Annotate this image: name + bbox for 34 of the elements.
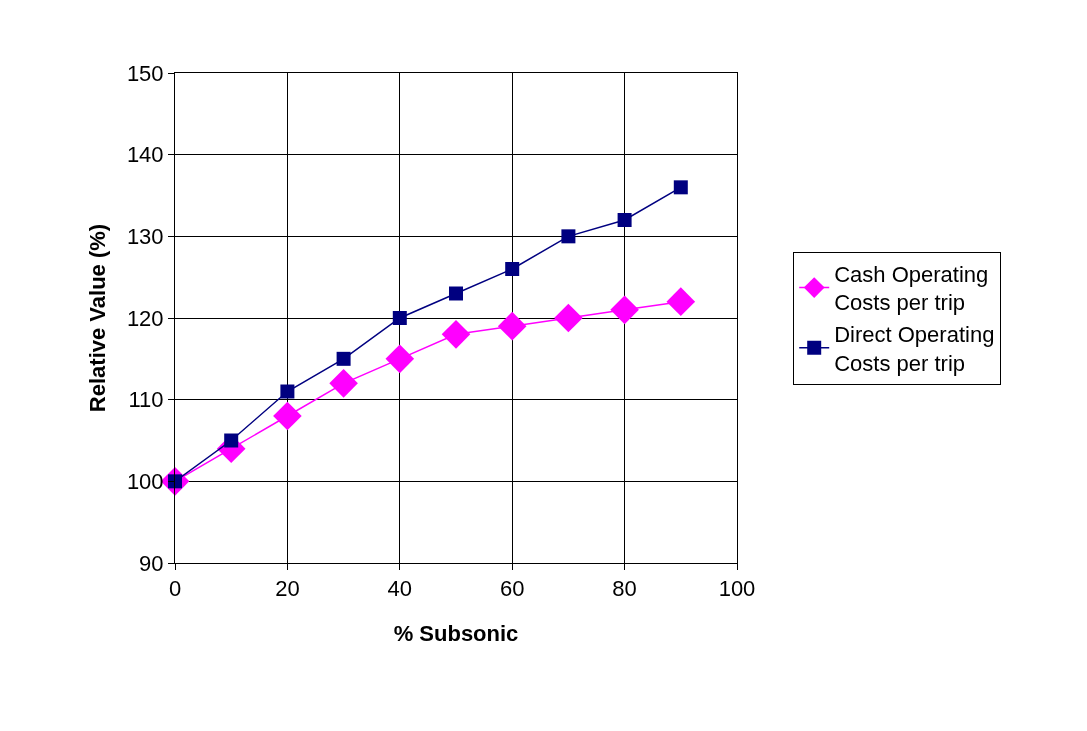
y-tick-label: 110 — [128, 387, 164, 413]
y-tick-label: 130 — [126, 224, 164, 250]
y-tick-label: 90 — [139, 550, 164, 576]
point — [666, 287, 696, 316]
x-tick-label: 0 — [168, 576, 182, 602]
point — [449, 286, 463, 301]
point — [497, 311, 527, 341]
point — [673, 180, 688, 195]
y-tick-label: 120 — [126, 305, 164, 331]
y-tick-label: 140 — [126, 142, 164, 168]
x-tick-label: 60 — [499, 576, 525, 602]
point — [392, 311, 407, 325]
point — [280, 384, 295, 399]
x-tick-label: 40 — [387, 576, 413, 602]
point — [385, 344, 415, 374]
x-axis-title: % Subsonic — [393, 621, 519, 647]
y-tick-label: 100 — [126, 469, 164, 495]
x-tick-label: 20 — [275, 576, 300, 602]
point — [554, 303, 583, 333]
point — [610, 295, 639, 325]
point — [329, 369, 358, 398]
legend-label: Cash Operating Costs per trip — [834, 261, 989, 316]
point — [617, 213, 632, 227]
x-tick-label: 80 — [612, 576, 637, 602]
legend-label: Direct Operating Costs per trip — [834, 322, 995, 376]
point — [505, 262, 520, 276]
point — [441, 320, 471, 349]
point — [561, 229, 576, 244]
point — [273, 401, 302, 431]
point — [224, 433, 239, 448]
point — [336, 351, 351, 366]
y-tick-label: 150 — [126, 60, 164, 86]
x-tick-label: 100 — [718, 576, 756, 602]
y-axis-title: Relative Value (%) — [84, 223, 110, 413]
